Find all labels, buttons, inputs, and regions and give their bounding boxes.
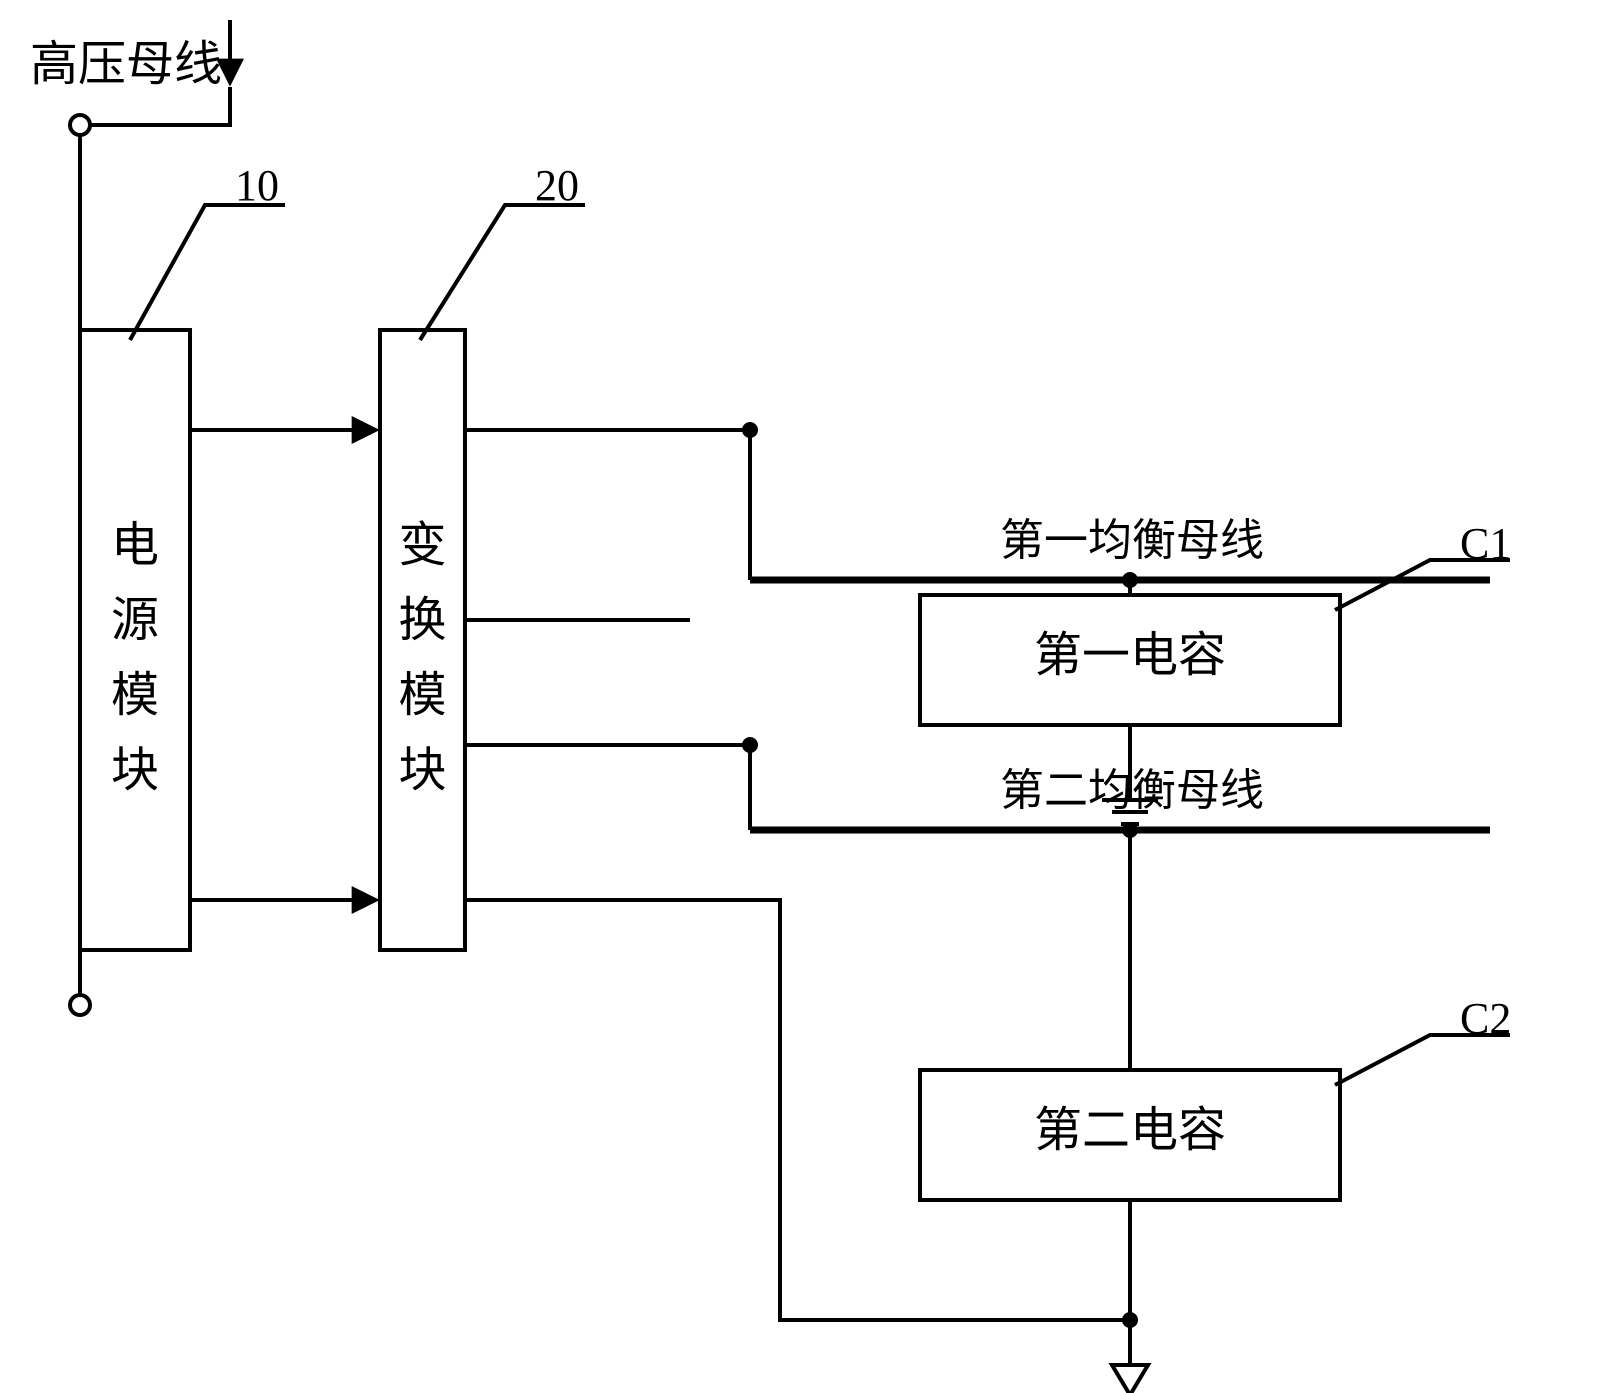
convert-module-label-char: 换 — [398, 594, 446, 647]
power-module-label-char: 块 — [111, 744, 159, 797]
convert-module-label-char: 变 — [398, 519, 446, 572]
node-1 — [742, 422, 758, 438]
bus1-label: 第一均衡母线 — [1000, 516, 1264, 565]
chassis-ground-icon — [1112, 1365, 1148, 1393]
node-3 — [742, 737, 758, 753]
hv-terminal-top — [70, 115, 90, 135]
leader-20 — [420, 205, 585, 340]
convert-module-label-char: 模 — [398, 669, 446, 722]
ref-c1-label: C1 — [1460, 519, 1511, 568]
ref-10-label: 10 — [235, 161, 279, 210]
hv-corner-line — [90, 87, 230, 125]
ref-20-label: 20 — [535, 161, 579, 210]
hv-bus-label: 高压母线 — [30, 38, 222, 91]
bus2-label: 第二均衡母线 — [1000, 766, 1264, 815]
ref-c2-label: C2 — [1460, 994, 1511, 1043]
power-module-label-char: 源 — [111, 594, 159, 647]
cap1-label: 第一电容 — [1034, 629, 1226, 682]
power-module-label-char: 模 — [111, 669, 159, 722]
leader-10 — [130, 205, 285, 340]
convert-module-label-char: 块 — [398, 744, 446, 797]
cap2-label: 第二电容 — [1034, 1104, 1226, 1157]
hv-terminal-bottom — [70, 995, 90, 1015]
power-module-label-char: 电 — [111, 519, 159, 572]
